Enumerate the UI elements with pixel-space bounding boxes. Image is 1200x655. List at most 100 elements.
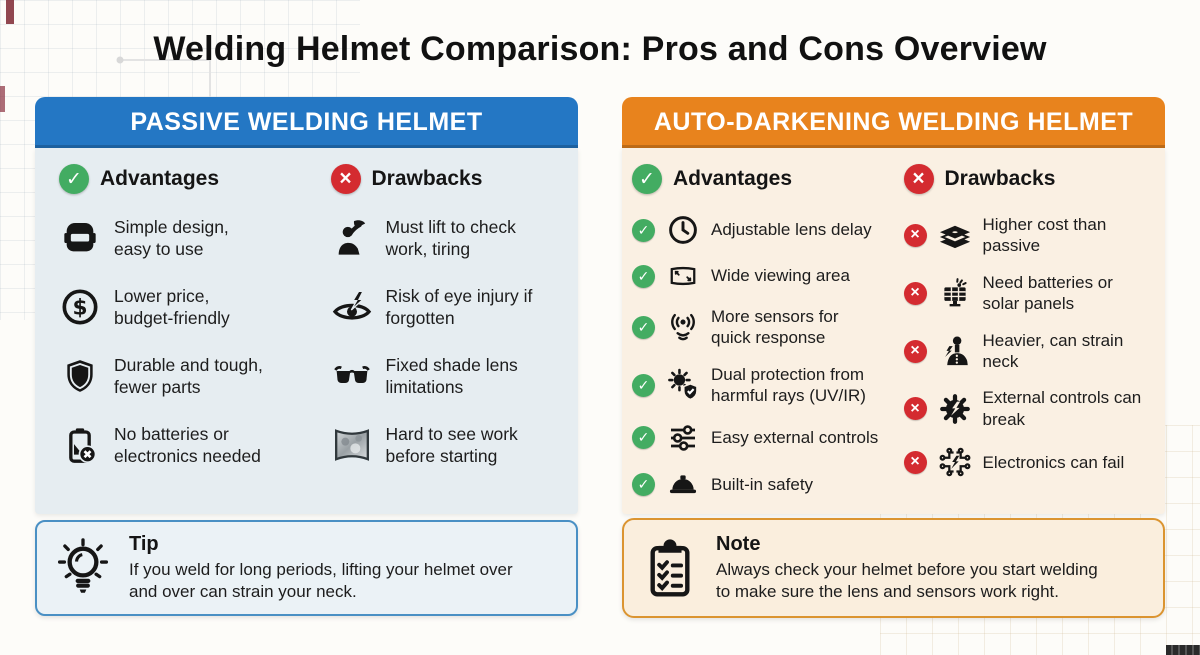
passive-panel-header: PASSIVE WELDING HELMET <box>35 97 578 148</box>
check-circle-icon: ✓ <box>632 218 655 242</box>
note-text: Always check your helmet before you star… <box>716 559 1098 601</box>
shield-icon <box>59 356 101 396</box>
passive-helmet-panel: PASSIVE WELDING HELMET ✓ Advantages Simp… <box>35 97 578 514</box>
note-title: Note <box>716 532 761 555</box>
eye-injury-icon <box>331 287 373 327</box>
check-circle-icon: ✓ <box>632 473 655 497</box>
auto-advantages-column: ✓ Advantages ✓ Adjustable lens delay ✓ W… <box>622 148 894 514</box>
list-item: ✓ Built-in safety <box>632 469 890 501</box>
list-item: Simple design, easy to use <box>59 214 303 262</box>
circuit-fail-icon <box>936 445 974 479</box>
check-circle-icon: ✓ <box>632 315 655 339</box>
list-item: × Need batteries or solar panels <box>903 272 1162 315</box>
item-text: Higher cost than passive <box>982 215 1107 256</box>
list-item: × Higher cost than passive <box>903 214 1162 257</box>
list-item: × External controls can break <box>903 387 1162 430</box>
list-item: Fixed shade lens limitations <box>331 352 575 400</box>
person-lifting-helmet-icon <box>331 218 373 258</box>
list-item: No batteries or electronics needed <box>59 421 303 469</box>
item-text: External controls can break <box>982 388 1142 429</box>
svg-text:$: $ <box>72 296 87 321</box>
item-text: Electronics can fail <box>982 452 1125 472</box>
clipboard-checklist-icon <box>624 538 716 598</box>
corner-accent-mark <box>1166 645 1200 655</box>
passive-drawbacks-column: × Drawbacks Must lift to check work, tir… <box>307 148 579 514</box>
check-circle-icon: ✓ <box>59 164 89 194</box>
list-item: × Electronics can fail <box>903 445 1162 479</box>
dollar-circle-icon: $ <box>59 287 101 327</box>
list-item: $ Lower price, budget-friendly <box>59 283 303 331</box>
cross-circle-icon: × <box>903 450 927 474</box>
list-item: Durable and tough, fewer parts <box>59 352 303 400</box>
passive-panel-body: ✓ Advantages Simple design, easy to use … <box>35 148 578 514</box>
item-text: Built-in safety <box>711 474 814 494</box>
item-text: Durable and tough, fewer parts <box>114 354 263 397</box>
cross-circle-icon: × <box>330 164 361 194</box>
welding-helmet-icon <box>59 218 101 258</box>
wide-view-icon <box>664 261 702 291</box>
sunglasses-icon <box>331 356 373 396</box>
check-circle-icon: ✓ <box>632 164 662 194</box>
auto-darkening-helmet-panel: AUTO-DARKENING WELDING HELMET ✓ Advantag… <box>622 97 1165 514</box>
check-circle-icon: ✓ <box>632 373 655 397</box>
cross-circle-icon: × <box>903 339 927 363</box>
list-item: ✓ More sensors for quick response <box>632 306 890 349</box>
battery-crossed-icon <box>59 425 101 465</box>
check-circle-icon: ✓ <box>632 264 655 288</box>
list-item: ✓ Wide viewing area <box>632 261 890 291</box>
item-text: Simple design, easy to use <box>114 216 229 259</box>
money-stack-icon <box>936 218 974 252</box>
list-item: ✓ Dual protection from harmful rays (UV/… <box>632 364 890 407</box>
item-text: Lower price, budget-friendly <box>114 285 230 328</box>
list-item: ✓ Easy external controls <box>632 422 890 454</box>
item-text: More sensors for quick response <box>711 307 839 348</box>
corner-accent-mark <box>0 86 5 112</box>
item-text: Dual protection from harmful rays (UV/IR… <box>711 364 866 406</box>
sun-shield-icon <box>664 368 702 402</box>
section-title: Drawbacks <box>944 167 1056 190</box>
cross-circle-icon: × <box>903 164 934 194</box>
list-item: ✓ Adjustable lens delay <box>632 214 890 246</box>
note-content: Note Always check your helmet before you… <box>716 533 1098 603</box>
auto-drawbacks-column: × Drawbacks × Higher cost than passive ×… <box>894 148 1166 514</box>
list-item: Hard to see work before starting <box>331 421 575 469</box>
note-callout: Note Always check your helmet before you… <box>622 518 1165 618</box>
blurred-view-icon <box>331 425 373 465</box>
item-text: No batteries or electronics needed <box>114 423 261 466</box>
list-item: Must lift to check work, tiring <box>331 214 575 262</box>
auto-panel-body: ✓ Advantages ✓ Adjustable lens delay ✓ W… <box>622 148 1165 514</box>
list-item: Risk of eye injury if forgotten <box>331 283 575 331</box>
lightbulb-icon <box>37 537 129 599</box>
tip-content: Tip If you weld for long periods, liftin… <box>129 533 513 603</box>
item-text: Must lift to check work, tiring <box>385 216 516 259</box>
item-text: Adjustable lens delay <box>711 220 872 240</box>
tip-title: Tip <box>129 532 159 555</box>
cross-circle-icon: × <box>903 397 927 421</box>
list-item: × Heavier, can strain neck <box>903 330 1162 373</box>
solar-panel-icon <box>936 276 974 310</box>
section-title: Advantages <box>673 167 793 190</box>
sensors-icon <box>664 310 702 344</box>
broken-gear-icon <box>936 392 974 426</box>
check-circle-icon: ✓ <box>632 426 655 450</box>
advantages-heading: ✓ Advantages <box>59 164 303 194</box>
advantages-heading: ✓ Advantages <box>632 164 890 194</box>
item-text: Fixed shade lens limitations <box>385 354 518 397</box>
item-text: Heavier, can strain neck <box>982 330 1124 372</box>
drawbacks-heading: × Drawbacks <box>330 164 575 194</box>
auto-panel-header: AUTO-DARKENING WELDING HELMET <box>622 97 1165 148</box>
section-title: Advantages <box>100 167 220 190</box>
item-text: Hard to see work before starting <box>385 423 518 466</box>
item-text: Risk of eye injury if forgotten <box>385 285 533 328</box>
neck-strain-icon <box>936 334 974 368</box>
sliders-icon <box>664 422 702 454</box>
item-text: Need batteries or solar panels <box>982 272 1113 314</box>
tip-text: If you weld for long periods, lifting yo… <box>129 559 513 601</box>
passive-advantages-column: ✓ Advantages Simple design, easy to use … <box>35 148 307 514</box>
item-text: Wide viewing area <box>711 266 850 286</box>
section-title: Drawbacks <box>371 167 483 190</box>
clock-icon <box>664 214 702 246</box>
tip-callout: Tip If you weld for long periods, liftin… <box>35 520 578 616</box>
cross-circle-icon: × <box>903 223 927 247</box>
cross-circle-icon: × <box>903 281 927 305</box>
